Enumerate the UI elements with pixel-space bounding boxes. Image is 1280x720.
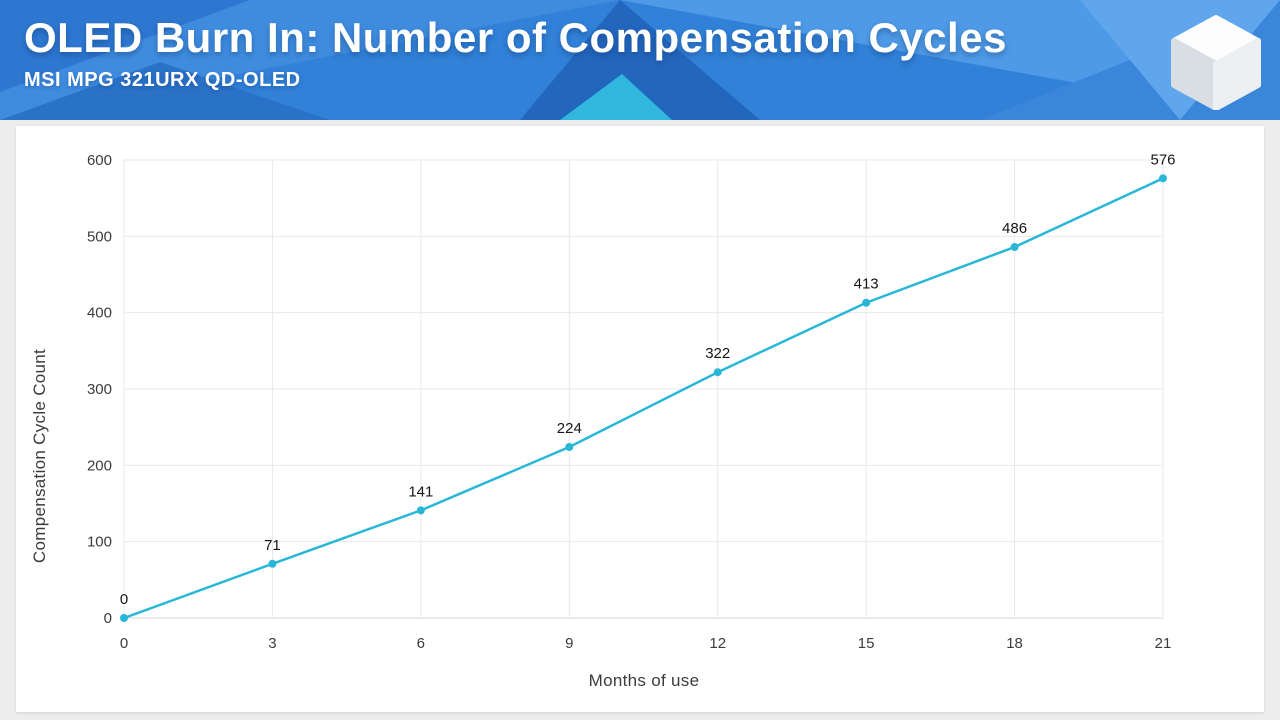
- series-line: [122, 177, 1165, 620]
- cube-icon: [1166, 10, 1266, 111]
- chart-card: 0 100 200 300 400 500 600 0 3 6 9 12 15 18 21 0 71 141 22…: [16, 126, 1264, 712]
- data-point-label: 224: [557, 420, 582, 437]
- x-tick-label: 18: [1006, 635, 1023, 652]
- x-tick-label: 0: [120, 635, 128, 652]
- data-point-label: 141: [408, 483, 433, 500]
- header-banner: OLED Burn In: Number of Compensation Cyc…: [0, 0, 1280, 120]
- y-tick-label: 500: [87, 228, 112, 245]
- data-point-label: 322: [705, 345, 730, 362]
- data-point: [565, 443, 574, 452]
- data-point-label: 0: [120, 591, 128, 608]
- x-tick-label: 9: [565, 635, 573, 652]
- page-title: OLED Burn In: Number of Compensation Cyc…: [24, 14, 1007, 61]
- line-chart: 0 100 200 300 400 500 600 0 3 6 9 12 15 18 21 0 71 141 22…: [30, 151, 1176, 690]
- data-point: [268, 559, 277, 568]
- y-tick-label: 100: [87, 534, 112, 551]
- x-tick-label: 6: [417, 635, 425, 652]
- data-point-label: 413: [854, 276, 879, 293]
- y-tick-label: 400: [87, 305, 112, 322]
- y-tick-label: 600: [87, 152, 112, 169]
- data-point: [120, 614, 128, 622]
- data-point: [1159, 174, 1167, 183]
- data-point: [416, 506, 425, 515]
- data-point-label: 71: [264, 537, 281, 554]
- y-tick-label: 0: [104, 610, 112, 627]
- y-tick-label: 300: [87, 381, 112, 398]
- data-point-label: 486: [1002, 220, 1027, 237]
- page-subtitle: MSI MPG 321URX QD-OLED: [24, 69, 301, 92]
- data-point: [713, 368, 722, 377]
- x-tick-label: 12: [709, 635, 726, 652]
- x-tick-label: 15: [858, 635, 875, 652]
- x-tick-label: 21: [1155, 635, 1172, 652]
- x-axis-label: Months of use: [589, 671, 700, 690]
- y-tick-label: 200: [87, 457, 112, 474]
- x-tick-label: 3: [268, 635, 276, 652]
- data-point: [1010, 243, 1019, 252]
- y-axis-label: Compensation Cycle Count: [30, 349, 49, 563]
- main-content: 0 100 200 300 400 500 600 0 3 6 9 12 15 18 21 0 71 141 22…: [0, 120, 1280, 720]
- data-point-label: 576: [1150, 151, 1175, 168]
- header-text-block: OLED Burn In: Number of Compensation Cyc…: [24, 14, 1007, 92]
- header-background: [0, 0, 1280, 120]
- data-point: [862, 298, 871, 307]
